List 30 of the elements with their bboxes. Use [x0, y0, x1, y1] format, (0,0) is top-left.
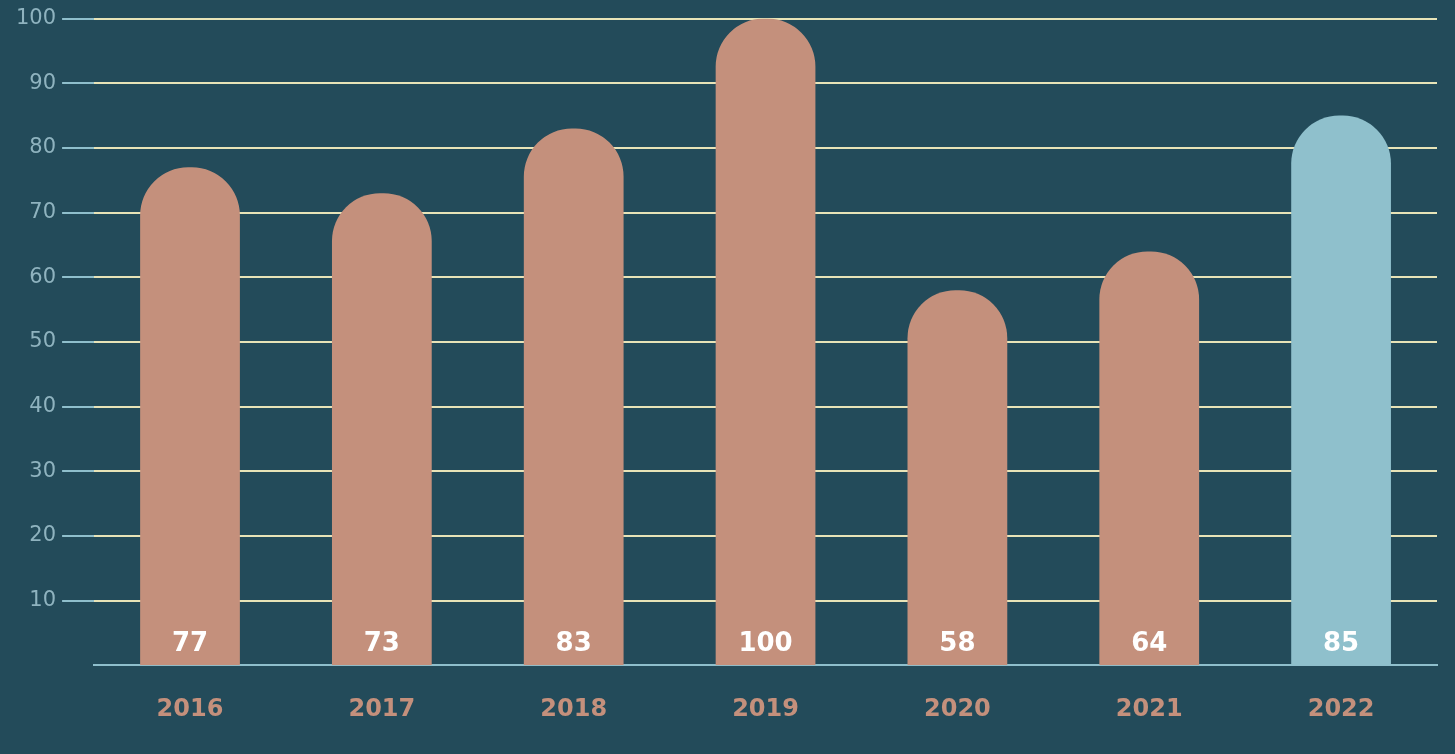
data-label: 58 — [939, 626, 976, 657]
x-tick-label: 2017 — [348, 693, 416, 722]
y-tick-label: 60 — [29, 263, 57, 288]
x-tick-label: 2020 — [923, 693, 991, 722]
y-tick-label: 80 — [29, 134, 57, 159]
x-tick-label: 2021 — [1115, 693, 1183, 722]
bar — [140, 167, 240, 666]
bar — [523, 128, 624, 666]
y-tick-label: 50 — [29, 328, 57, 353]
bar — [907, 290, 1008, 666]
y-tick-label: 10 — [29, 586, 57, 611]
data-label: 100 — [738, 626, 793, 657]
y-tick-label: 70 — [29, 199, 57, 224]
y-tick-label: 20 — [29, 522, 57, 547]
y-tick-label: 40 — [29, 393, 57, 418]
data-label: 77 — [171, 626, 209, 657]
y-tick-label: 100 — [15, 5, 57, 30]
bar — [331, 193, 432, 666]
data-label: 73 — [363, 626, 400, 657]
x-tick-label: 2019 — [732, 693, 799, 722]
data-label: 85 — [1322, 626, 1360, 657]
x-tick-label: 2022 — [1307, 693, 1375, 722]
x-tick-label: 2018 — [540, 693, 608, 722]
y-tick-label: 90 — [29, 69, 57, 94]
x-tick-label: 2016 — [156, 693, 224, 722]
bar — [715, 18, 816, 666]
bar — [1099, 251, 1200, 666]
y-tick-label: 30 — [29, 457, 57, 482]
data-label: 83 — [555, 626, 592, 657]
data-label: 64 — [1131, 626, 1168, 657]
